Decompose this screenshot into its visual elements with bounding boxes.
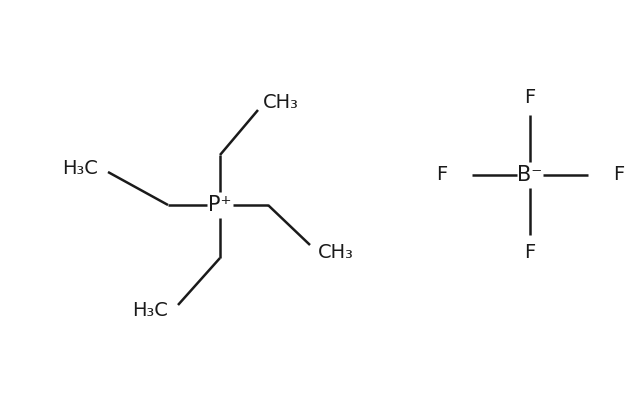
- Text: F: F: [524, 243, 536, 262]
- Text: F: F: [436, 166, 447, 185]
- Text: H₃C: H₃C: [132, 301, 168, 320]
- Text: CH₃: CH₃: [318, 244, 354, 263]
- Text: H₃C: H₃C: [62, 158, 98, 177]
- Text: B⁻: B⁻: [517, 165, 543, 185]
- Text: F: F: [524, 88, 536, 107]
- Text: F: F: [613, 166, 624, 185]
- Text: P⁺: P⁺: [208, 195, 232, 215]
- Text: CH₃: CH₃: [263, 93, 299, 112]
